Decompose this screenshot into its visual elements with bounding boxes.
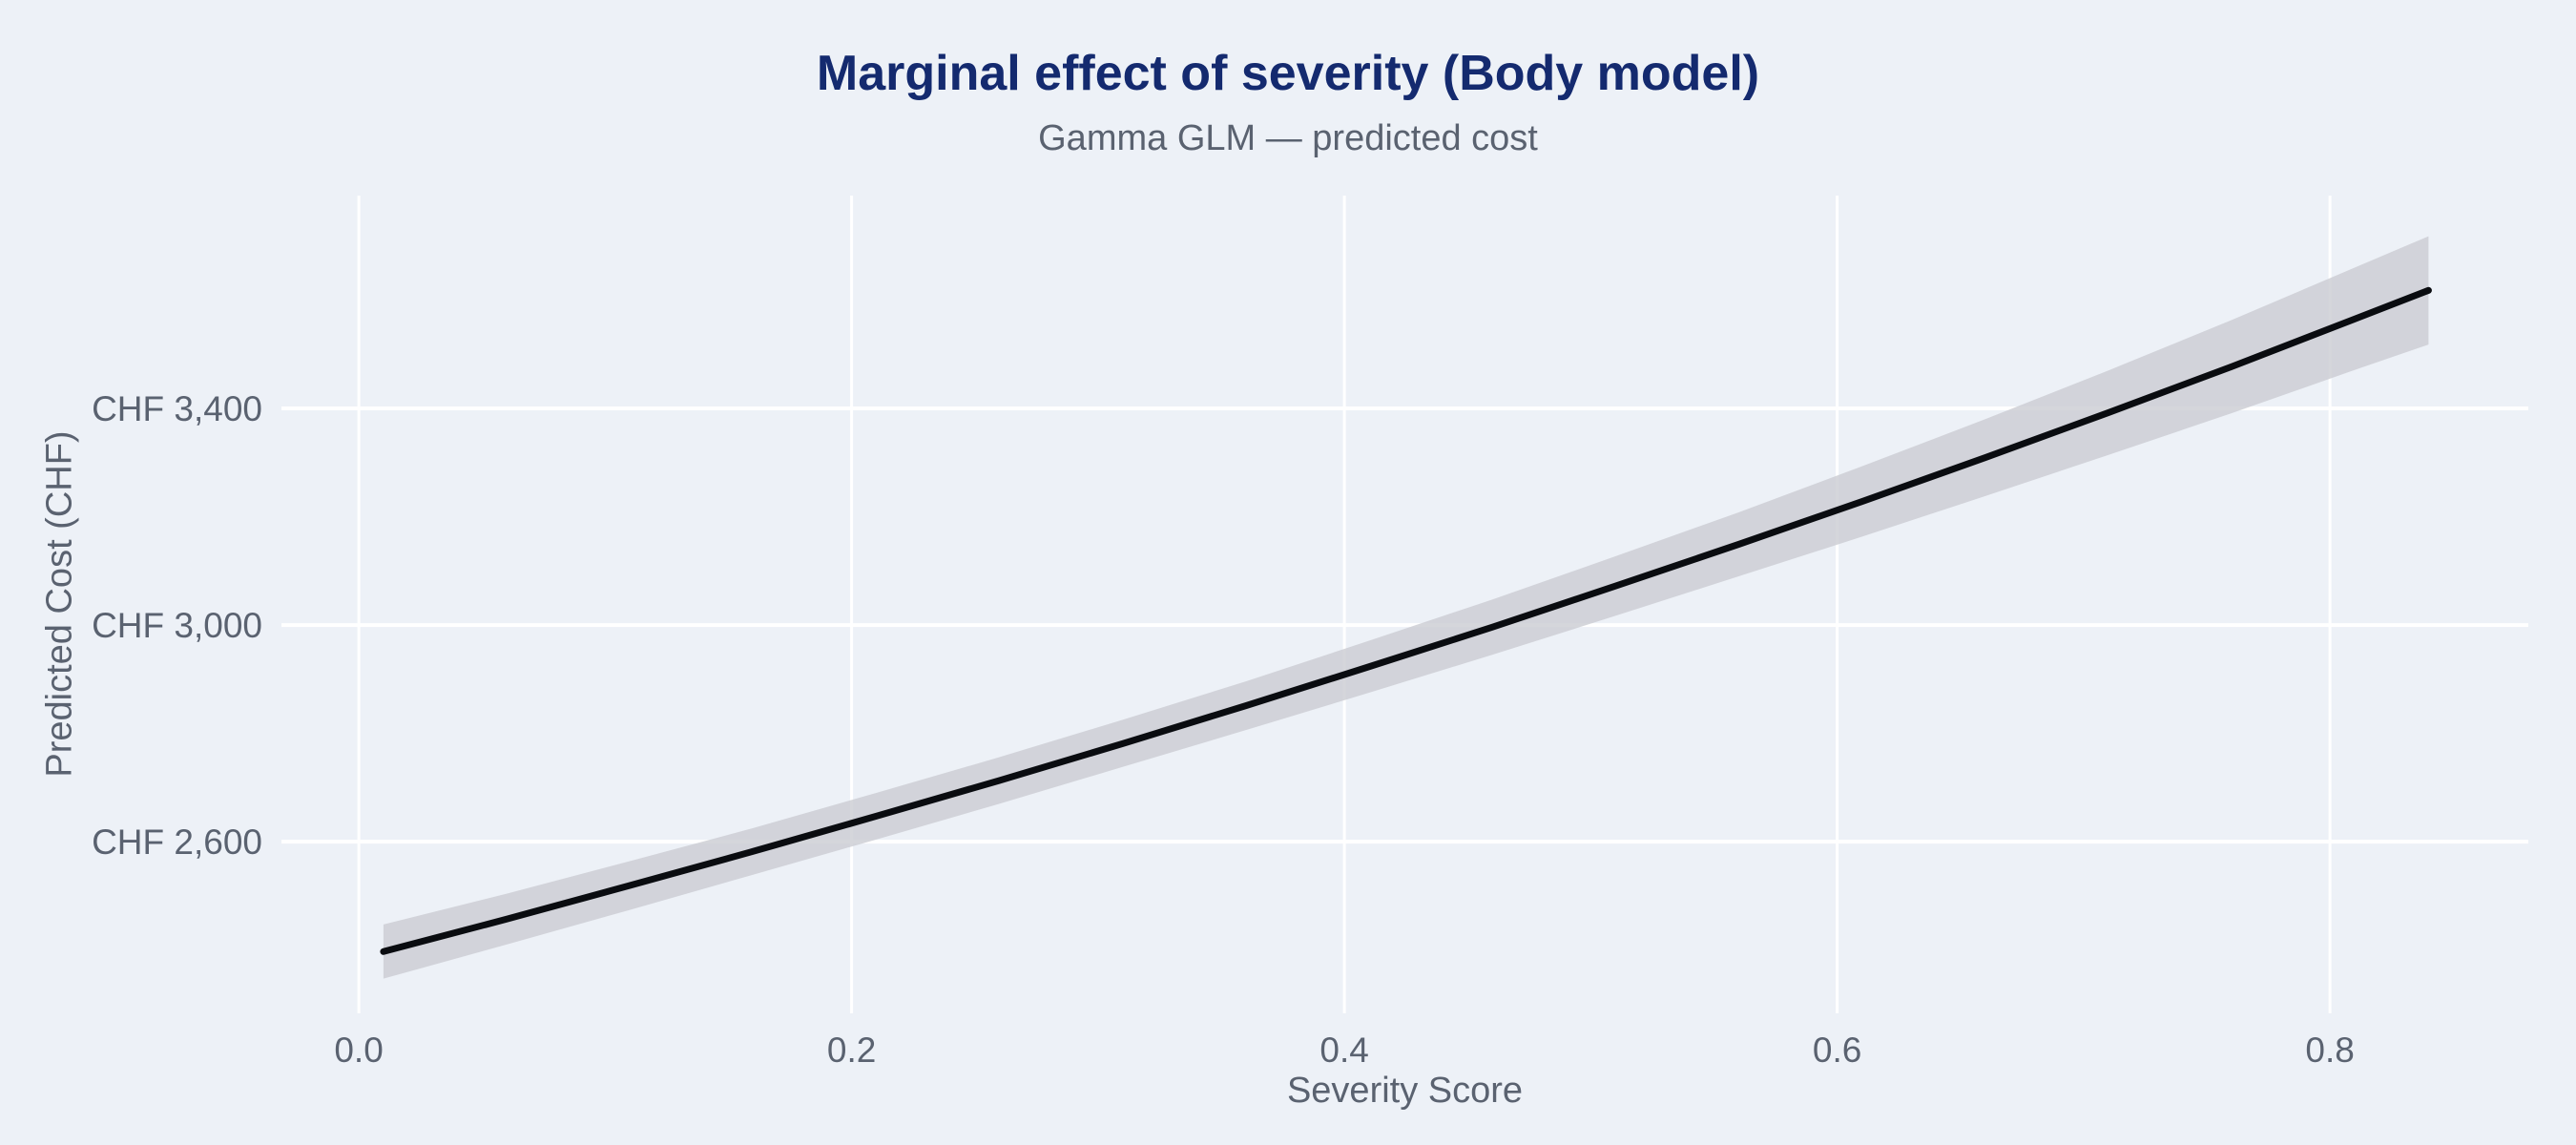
x-tick-label: 0.0 [334,1030,383,1070]
y-tick-label: CHF 2,600 [92,822,262,862]
x-tick-label: 0.8 [2305,1030,2354,1070]
x-tick-label: 0.4 [1319,1030,1368,1070]
confidence-band [383,236,2429,979]
y-axis-title: Predicted Cost (CHF) [39,430,80,778]
chart-subtitle: Gamma GLM — predicted cost [1038,118,1538,158]
chart-title: Marginal effect of severity (Body model) [816,46,1760,101]
x-tick-label: 0.2 [827,1030,876,1070]
y-tick-label: CHF 3,400 [92,389,262,428]
y-tick-label: CHF 3,000 [92,606,262,645]
prediction-line [380,286,2432,955]
x-tick-label: 0.6 [1813,1030,1861,1070]
x-axis-title: Severity Score [1286,1071,1524,1111]
